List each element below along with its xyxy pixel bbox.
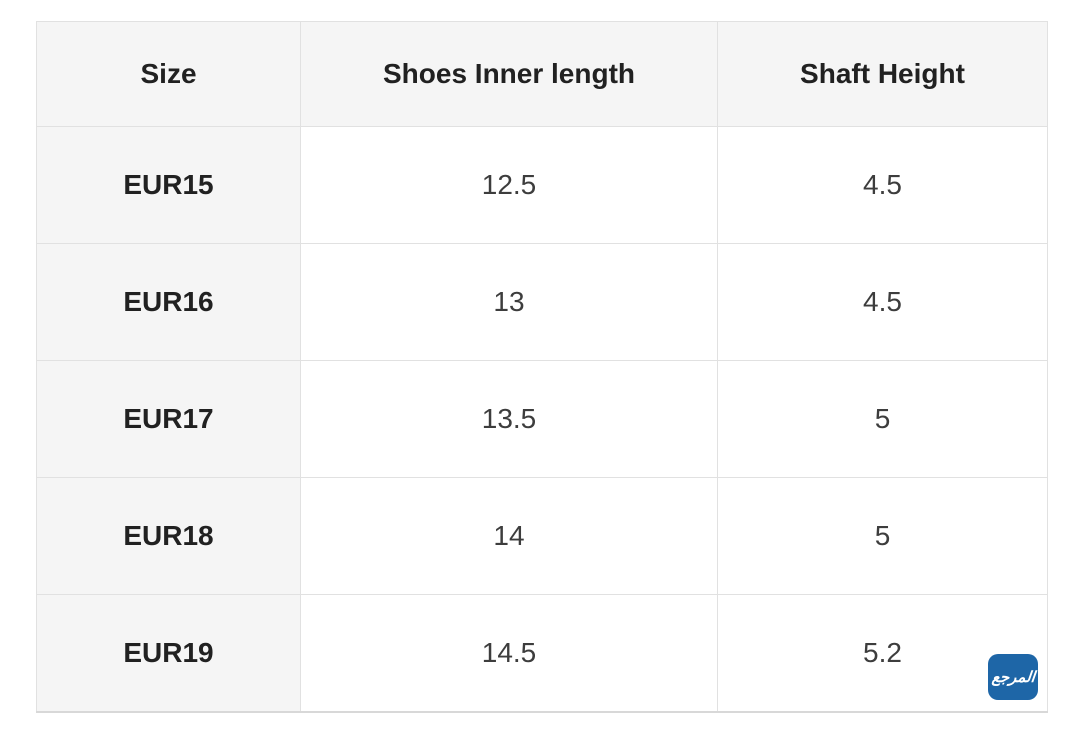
inner-length-cell: 13 bbox=[300, 243, 718, 361]
size-cell: EUR18 bbox=[36, 477, 301, 595]
size-cell: EUR16 bbox=[36, 243, 301, 361]
inner-length-cell: 14.5 bbox=[300, 594, 718, 712]
watermark-arabic-text: المرجع bbox=[990, 667, 1036, 686]
almarjie-watermark-logo: المرجع bbox=[988, 654, 1038, 700]
inner-length-cell: 13.5 bbox=[300, 360, 718, 478]
inner-length-cell: 12.5 bbox=[300, 126, 718, 244]
shaft-height-cell: 5.2 bbox=[717, 594, 1048, 712]
column-header-shaft-height: Shaft Height bbox=[717, 21, 1048, 127]
table-row: EUR19 14.5 5.2 bbox=[36, 594, 1048, 712]
inner-length-cell: 14 bbox=[300, 477, 718, 595]
column-header-size: Size bbox=[36, 21, 301, 127]
table-row: EUR15 12.5 4.5 bbox=[36, 126, 1048, 244]
shaft-height-cell: 5 bbox=[717, 360, 1048, 478]
header-row: Size Shoes Inner length Shaft Height bbox=[36, 21, 1048, 127]
shaft-height-cell: 5 bbox=[717, 477, 1048, 595]
table-row: EUR18 14 5 bbox=[36, 477, 1048, 595]
shoe-size-chart-table: Size Shoes Inner length Shaft Height EUR… bbox=[36, 21, 1048, 713]
size-cell: EUR19 bbox=[36, 594, 301, 712]
column-header-inner-length: Shoes Inner length bbox=[300, 21, 718, 127]
table-row: EUR16 13 4.5 bbox=[36, 243, 1048, 361]
table-row: EUR17 13.5 5 bbox=[36, 360, 1048, 478]
size-cell: EUR15 bbox=[36, 126, 301, 244]
shaft-height-cell: 4.5 bbox=[717, 126, 1048, 244]
size-cell: EUR17 bbox=[36, 360, 301, 478]
shaft-height-cell: 4.5 bbox=[717, 243, 1048, 361]
